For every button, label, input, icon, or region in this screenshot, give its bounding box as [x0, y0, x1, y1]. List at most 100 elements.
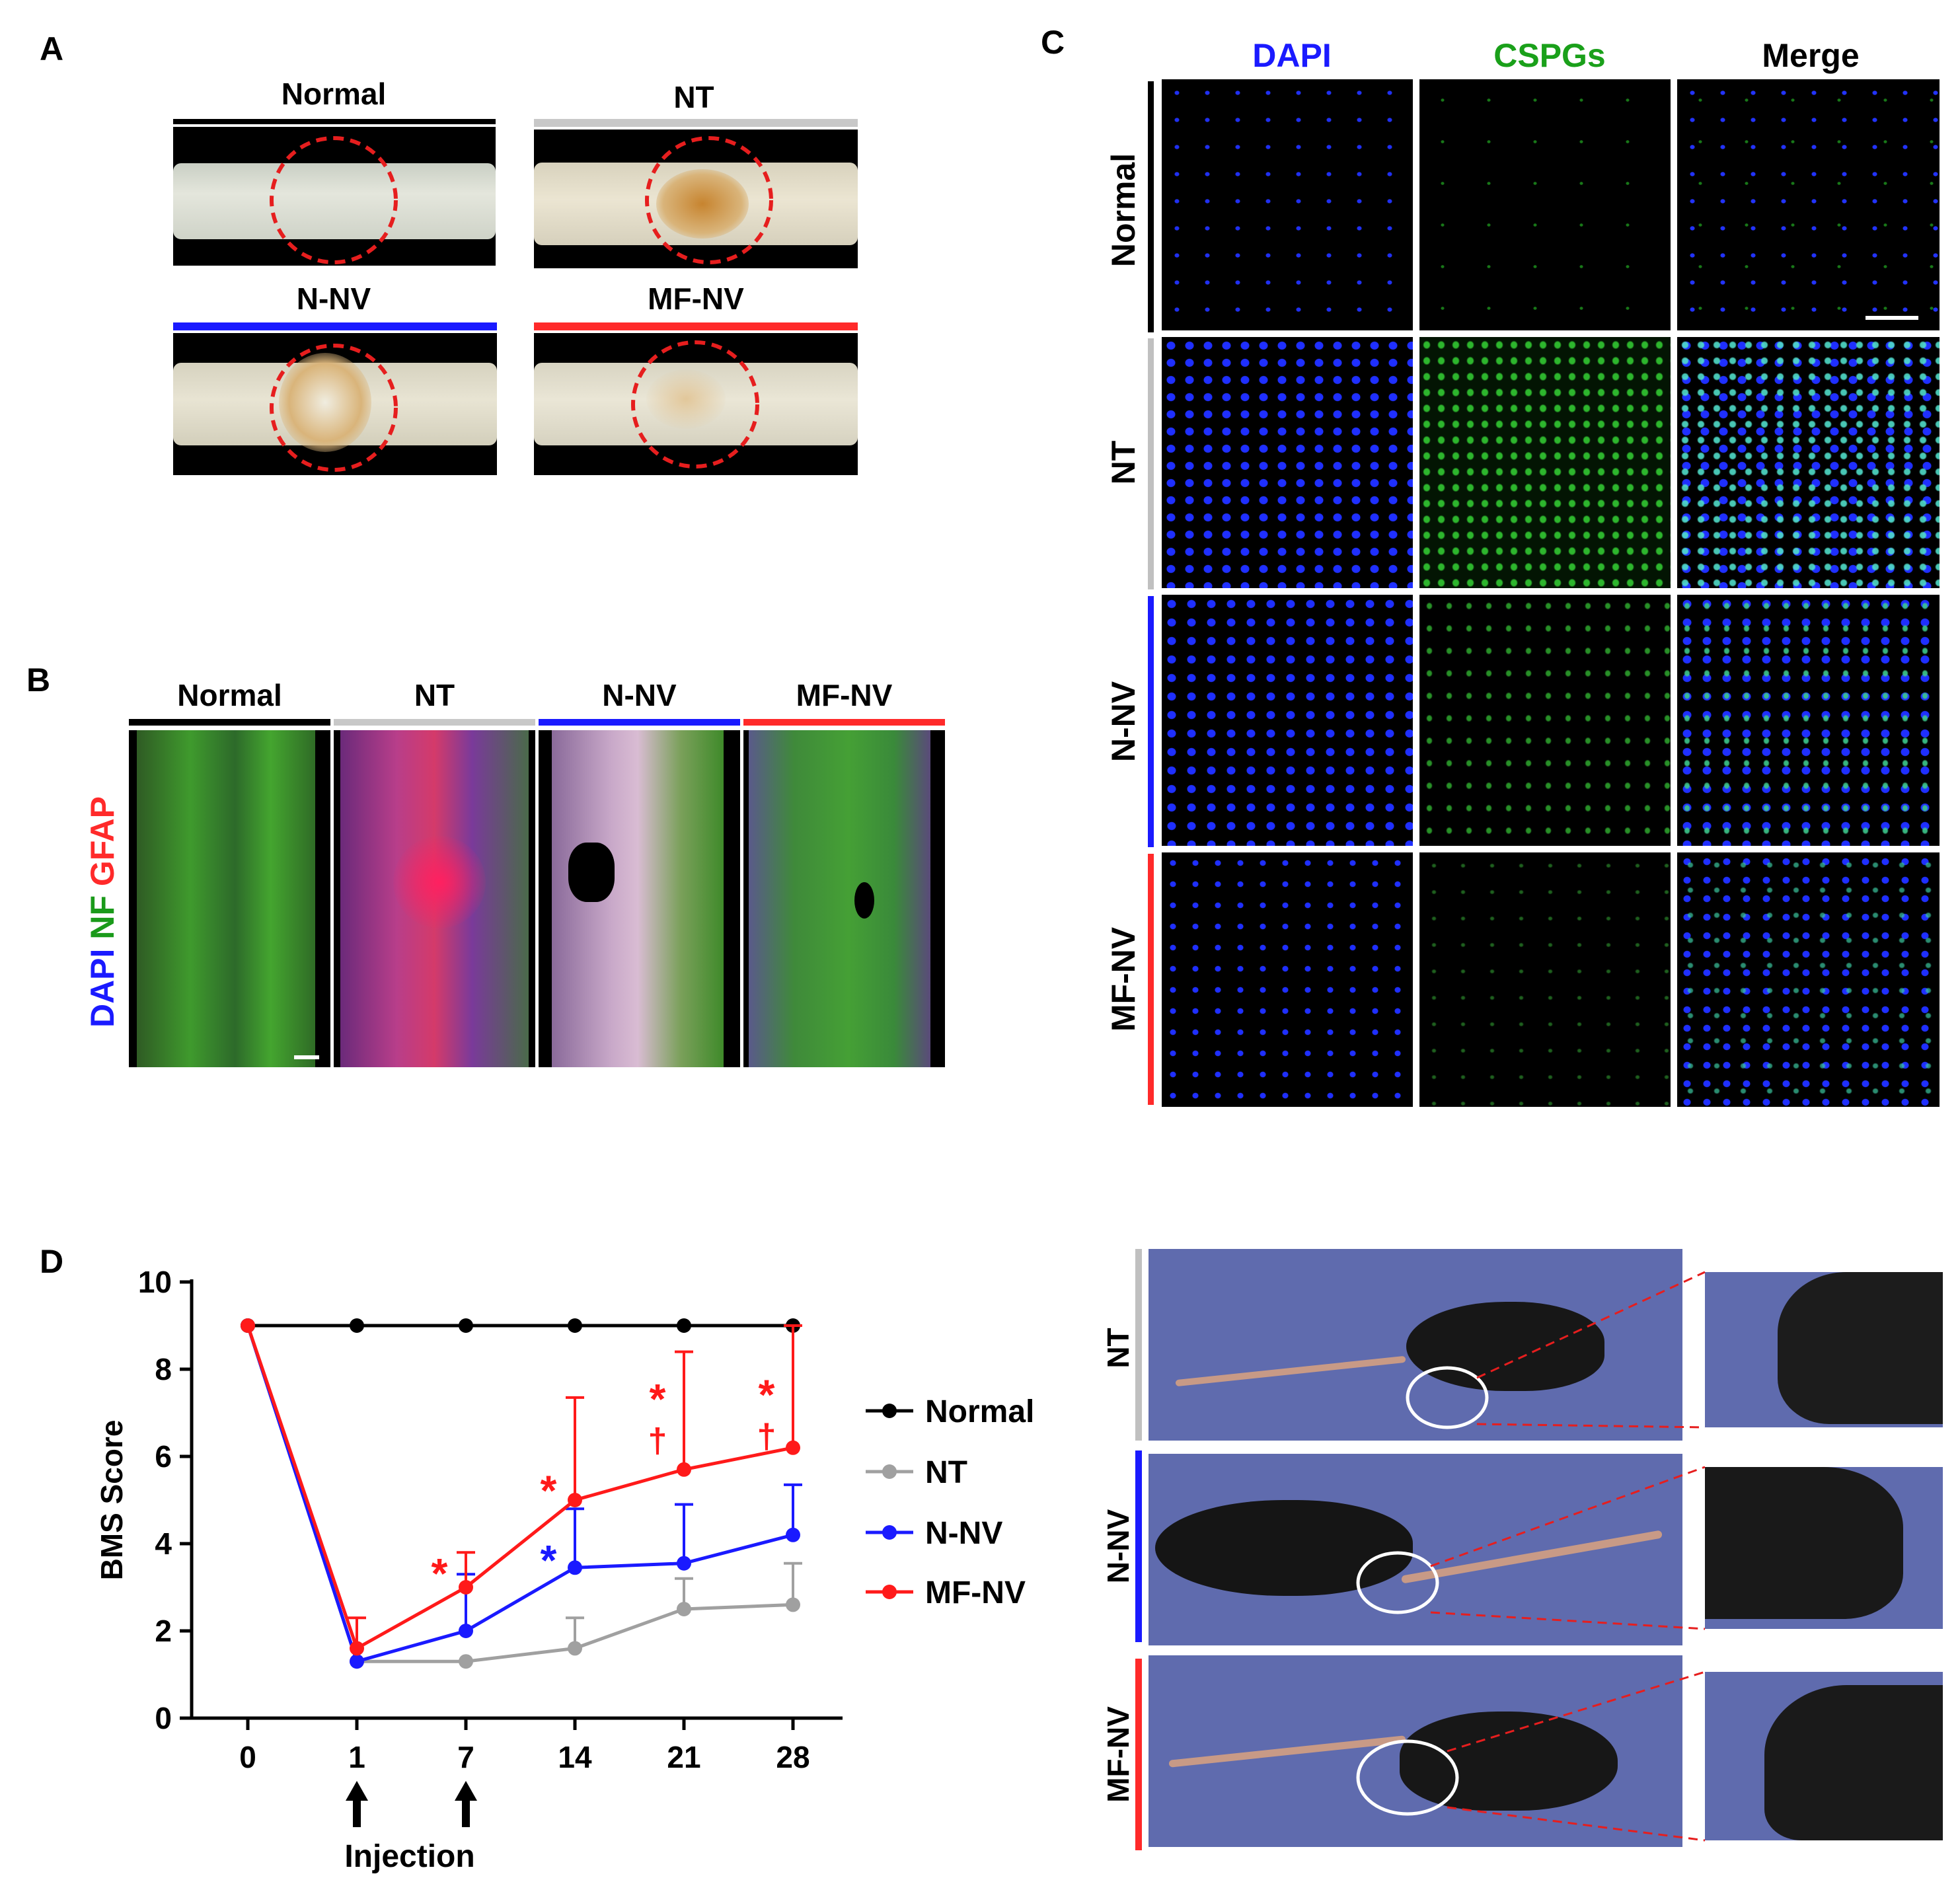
data-point-nt [677, 1602, 691, 1616]
y-tick-label: 2 [155, 1614, 172, 1648]
panel-letter-b: B [26, 661, 51, 698]
y-tick-label: 8 [155, 1352, 172, 1386]
panel-c-col-cspgs: CSPGs [1493, 37, 1606, 74]
panel-b-image-mfnv [743, 730, 945, 1067]
data-point-normal [350, 1318, 364, 1333]
panel-d-zoom-mfnv [1705, 1672, 1943, 1840]
panel-c-col-merge: Merge [1762, 37, 1860, 74]
data-point-mfnv [241, 1318, 255, 1333]
data-point-mfnv [568, 1493, 582, 1507]
panel-c-cell-nnv-dapi [1162, 595, 1413, 846]
x-tick-label: 21 [667, 1740, 700, 1774]
data-point-nnv [677, 1556, 691, 1571]
significance-dagger: † [757, 1417, 776, 1456]
panel-b-image-nt [334, 730, 535, 1067]
y-tick-label: 10 [138, 1265, 172, 1299]
panel-d-zoom-nnv [1705, 1467, 1943, 1629]
x-tick-label: 28 [776, 1740, 810, 1774]
y-tick-label: 0 [155, 1701, 172, 1735]
legend-marker-nt [882, 1464, 897, 1479]
significance-star: * [759, 1371, 775, 1418]
panel-b-bar-normal [129, 719, 330, 726]
panel-c-cell-normal-dapi [1162, 79, 1413, 330]
panel-c-cell-mfnv-merge [1677, 852, 1940, 1107]
injection-arrow-head [346, 1781, 368, 1801]
panel-b-label-mfnv: MF-NV [796, 678, 893, 712]
panel-a-bar-nt [534, 119, 858, 127]
data-point-nt [568, 1641, 582, 1656]
panel-c-cell-nt-merge [1677, 337, 1940, 588]
panel-c-bar-nt [1148, 338, 1154, 589]
lesion-circle-nt [645, 136, 773, 264]
legend-label-normal: Normal [925, 1394, 1034, 1429]
x-tick-label: 0 [239, 1740, 256, 1774]
legend-label-mfnv: MF-NV [925, 1575, 1026, 1610]
panel-b-label-nt: NT [414, 678, 455, 712]
lesion-circle-normal [270, 136, 398, 264]
panel-c-cell-normal-merge [1677, 79, 1940, 330]
panel-d-bar-mfnv [1135, 1659, 1142, 1850]
series-line-nnv [246, 1325, 794, 1664]
panel-d-photo-nnv [1149, 1454, 1682, 1645]
panel-b-bar-nt [334, 719, 535, 726]
panel-c-grid [1162, 79, 1940, 1107]
significance-star: * [541, 1467, 557, 1515]
data-point-nnv [459, 1624, 473, 1638]
significance-star: * [650, 1375, 666, 1423]
panel-a-lesion-circles [270, 136, 773, 472]
legend-marker-normal [882, 1404, 897, 1418]
panel-c-cell-nt-dapi [1162, 337, 1413, 588]
panel-b-label-normal: Normal [177, 678, 282, 712]
scale-bar [1866, 316, 1918, 320]
panel-c-cell-nnv-cspgs [1419, 595, 1671, 846]
data-point-nnv [568, 1560, 582, 1575]
panel-a-photo-nt [534, 130, 858, 268]
significance-star: * [541, 1536, 557, 1584]
panel-a-label-nnv: N-NV [296, 282, 371, 316]
panel-b-bar-mfnv [743, 719, 945, 726]
y-tick-label: 4 [155, 1526, 172, 1561]
legend-marker-nnv [882, 1525, 897, 1540]
injection-label: Injection [344, 1839, 474, 1874]
panel-letter-c: C [1041, 24, 1065, 61]
panel-c-col-dapi: DAPI [1252, 37, 1332, 74]
paw-circle-nnv [1356, 1551, 1439, 1614]
y-tick-label: 6 [155, 1439, 172, 1474]
x-tick-label: 14 [558, 1740, 592, 1774]
panel-c-bar-mfnv [1148, 854, 1154, 1105]
series-line-mfnv [246, 1325, 794, 1651]
panel-c-cell-nt-cspgs [1419, 337, 1671, 588]
x-tick-label: 1 [348, 1740, 365, 1774]
panel-a-photo-nnv [173, 333, 497, 475]
data-point-normal [459, 1318, 473, 1333]
data-point-mfnv [677, 1462, 691, 1477]
injection-arrow-shaft [462, 1797, 470, 1827]
panel-a-bar-normal [173, 119, 496, 124]
panel-d-bar-nnv [1135, 1450, 1142, 1642]
panel-a-label-nt: NT [673, 80, 714, 114]
panel-a-label-mfnv: MF-NV [648, 282, 744, 316]
data-point-nt [786, 1597, 800, 1612]
panel-a-photo-normal [173, 127, 496, 266]
panel-a-bar-mfnv [534, 322, 858, 330]
panel-b-image-normal [129, 730, 330, 1067]
legend-marker-mfnv [882, 1585, 897, 1599]
panel-b-image-nnv [539, 730, 740, 1067]
panel-b-bar-nnv [539, 719, 740, 726]
panel-c-cell-nnv-merge [1677, 595, 1940, 846]
injection-arrow-shaft [353, 1797, 361, 1827]
panel-letter-a: A [40, 30, 64, 67]
x-tick-label: 7 [457, 1740, 474, 1774]
lesion-circle-nnv [270, 344, 398, 472]
panel-a-photo-mfnv [534, 333, 858, 475]
panel-a-bar-nnv [173, 322, 497, 330]
data-point-normal [568, 1318, 582, 1333]
paw-circle-mfnv [1356, 1739, 1459, 1816]
data-point-nnv [786, 1527, 800, 1542]
injection-arrow-head [455, 1781, 477, 1801]
panel-a-label-normal: Normal [281, 77, 387, 111]
panel-letter-d: D [40, 1243, 64, 1280]
panel-c-bar-normal [1148, 81, 1154, 332]
